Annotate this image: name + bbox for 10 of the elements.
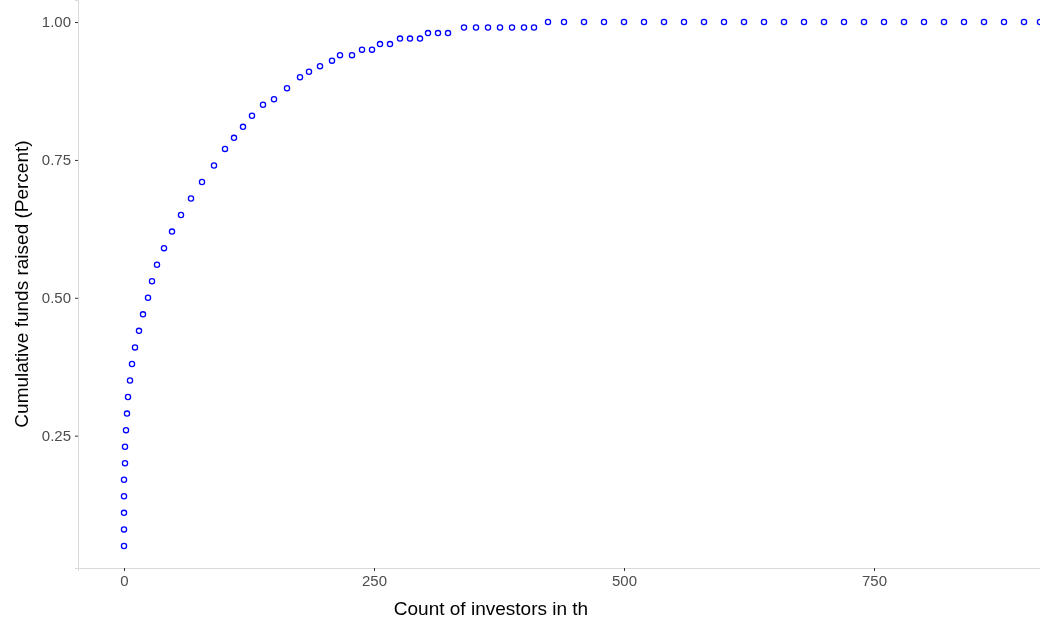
x-axis-title: Count of investors in th xyxy=(393,598,589,619)
x-tick-label: 250 xyxy=(361,571,388,589)
x-tick-label: 750 xyxy=(861,571,888,589)
y-axis-title: Cumulative funds raised (Percent) xyxy=(11,140,32,428)
y-tick-label: 1.00 xyxy=(41,13,71,31)
x-tick-label: 500 xyxy=(611,571,638,589)
y-tick-label: 0.25 xyxy=(41,426,71,444)
x-tick-label: 0 xyxy=(120,571,129,589)
y-tick-label: 0.50 xyxy=(41,289,71,307)
y-tick-label: 0.75 xyxy=(41,151,71,169)
